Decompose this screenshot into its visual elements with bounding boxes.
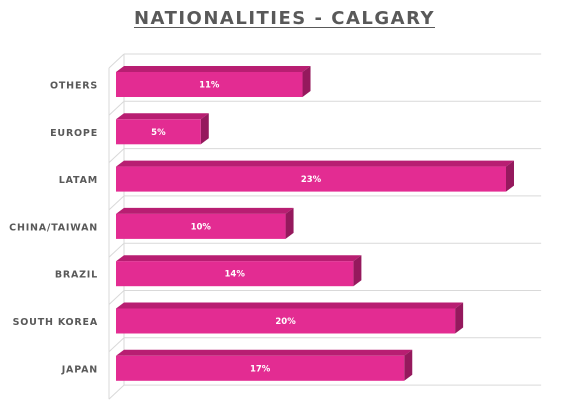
bar [116,72,303,97]
gridline-depth [108,100,125,116]
bar-side [200,113,209,145]
bar [116,213,286,239]
bar-group-others: 11% [116,66,311,97]
bar-side [285,207,294,239]
bar [116,308,456,334]
gridline-depth [108,53,125,69]
bar-side [506,160,514,192]
bar-group-japan: 17% [116,349,413,381]
data-label: 20% [275,317,296,327]
category-label: CHINA/TAIWAN [9,222,98,233]
bar-side [404,349,413,381]
bar-side [455,302,464,334]
bar [116,355,405,381]
gridline-depth [108,337,125,353]
data-label: 11% [199,81,220,91]
bar-side [353,255,362,287]
category-label: OTHERS [50,81,98,92]
bar-group-europe: 5% [116,113,209,145]
bar-top [116,349,413,356]
data-label: 14% [225,270,246,280]
bar [116,166,506,192]
chart-title: NATIONALITIES - CALGARY [133,8,435,29]
data-label: 23% [301,175,322,185]
category-label: LATAM [59,175,98,186]
data-label: 17% [250,364,271,374]
bar-top [116,302,464,309]
bar-top [116,66,311,72]
gridline-depth [108,148,125,163]
gridline-depth [108,384,125,400]
bar [116,119,201,145]
category-label: JAPAN [61,364,98,375]
gridline-depth [108,290,125,305]
bar-top [116,113,209,120]
bar-group-south-korea: 20% [116,302,464,334]
gridline-depth [108,195,125,211]
bar [116,261,354,287]
data-label: 10% [191,222,212,232]
category-label: SOUTH KOREA [13,317,98,328]
bar-top [116,160,514,167]
bar-top [116,255,362,262]
bar-group-latam: 23% [116,160,514,192]
data-label: 5% [151,128,166,138]
gridline-depth [108,242,125,258]
category-label: EUROPE [50,128,98,139]
category-label: BRAZIL [55,270,98,281]
bar-top [116,207,294,214]
bar-group-china-taiwan: 10% [116,207,294,239]
bar-side [302,66,311,97]
bar-group-brazil: 14% [116,255,362,287]
